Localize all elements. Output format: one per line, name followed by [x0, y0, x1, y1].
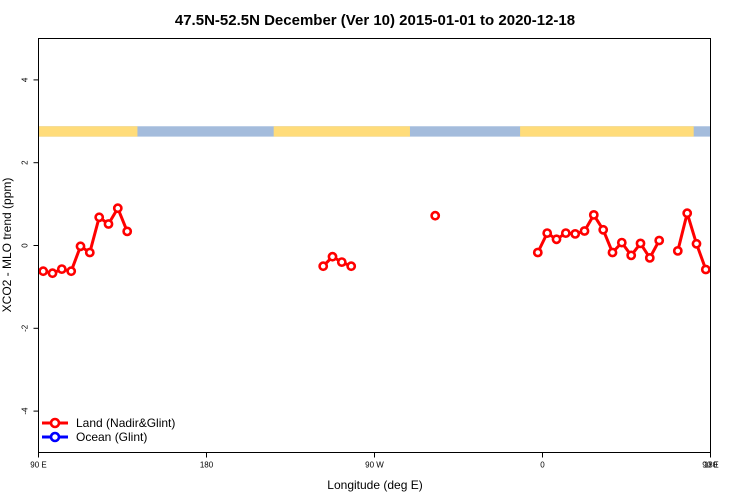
data-point: [588, 209, 599, 220]
data-point: [75, 241, 86, 252]
land-band: [273, 126, 410, 137]
series-line: [41, 206, 129, 275]
y-tick-label: 4: [21, 77, 30, 82]
data-point: [84, 247, 95, 258]
legend: Land (Nadir&Glint)Ocean (Glint): [42, 416, 175, 444]
legend-label: Ocean (Glint): [76, 430, 147, 444]
y-tick-label: -2: [21, 324, 30, 332]
data-point: [644, 252, 655, 263]
data-point: [47, 268, 58, 279]
data-point: [551, 234, 562, 245]
data-point: [38, 266, 49, 277]
y-tick-label: -4: [21, 407, 30, 415]
y-tick-label: 2: [21, 160, 30, 165]
data-point: [579, 226, 590, 236]
x-tick-label: 180: [704, 461, 718, 470]
land-band: [38, 126, 138, 137]
data-point: [560, 228, 571, 238]
data-point: [103, 219, 114, 229]
data-point: [635, 238, 646, 249]
x-axis-label: Longitude (deg E): [327, 478, 422, 492]
data-point: [616, 237, 627, 248]
legend-label: Land (Nadir&Glint): [76, 416, 175, 430]
x-tick-label: 90 E: [30, 461, 46, 470]
land-band: [520, 126, 694, 137]
data-point: [654, 235, 665, 246]
data-point: [66, 266, 77, 277]
x-tick-label: 180: [200, 461, 214, 470]
data-point: [691, 238, 702, 249]
y-axis-label: XCO2 - MLO trend (ppm): [0, 178, 14, 313]
data-point: [430, 210, 441, 221]
data-point: [682, 208, 693, 219]
data-point: [346, 261, 357, 272]
chart-title: 47.5N-52.5N December (Ver 10) 2015-01-01…: [175, 12, 575, 29]
legend-marker: [49, 431, 61, 443]
x-tick-label: 0: [540, 461, 545, 470]
data-point: [327, 251, 338, 262]
data-point: [56, 264, 67, 274]
data-point: [570, 228, 581, 239]
data-point: [318, 261, 329, 272]
surface-type-strip: [38, 126, 711, 137]
data-point: [94, 212, 105, 223]
series-layer: [38, 203, 711, 279]
data-point: [532, 247, 543, 258]
data-point: [122, 226, 133, 237]
data-point: [672, 245, 683, 256]
data-point: [607, 247, 618, 258]
data-point: [112, 203, 123, 214]
x-tick-label: 90 W: [365, 461, 384, 470]
x-tick-label: 90 E: [702, 461, 718, 470]
y-axis: -4 -2 0 2 4: [21, 77, 39, 415]
legend-marker: [49, 417, 61, 429]
series-line: [321, 255, 353, 268]
data-point: [700, 264, 711, 275]
data-point: [336, 257, 347, 267]
data-point: [598, 224, 609, 235]
data-point: [542, 228, 553, 238]
y-tick-label: 0: [21, 243, 30, 248]
data-point: [626, 250, 637, 261]
